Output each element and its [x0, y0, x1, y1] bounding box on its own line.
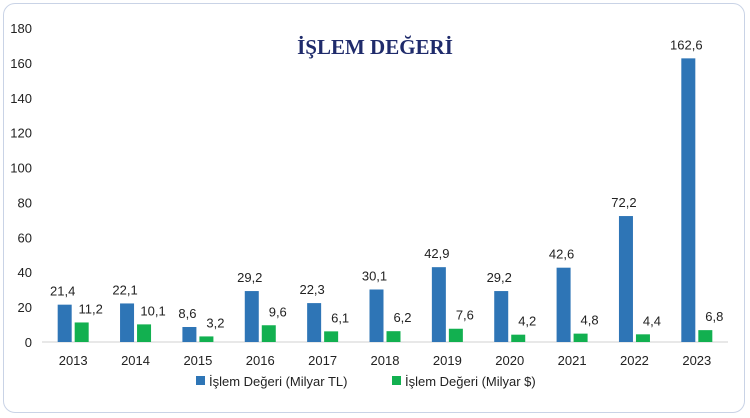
bar-tl [556, 267, 571, 342]
data-label-tl: 42,6 [549, 247, 574, 262]
y-tick-label: 80 [18, 195, 32, 210]
x-tick-label: 2014 [121, 353, 150, 368]
bar-tl [182, 326, 197, 342]
bar-tl [431, 267, 446, 342]
data-label-tl: 29,2 [487, 270, 512, 285]
legend-swatch-tl [196, 376, 205, 385]
bar-usd [261, 325, 276, 342]
bar-tl [57, 304, 72, 342]
bar-usd [635, 334, 650, 342]
bar-usd [199, 336, 214, 342]
chart-frame [3, 3, 745, 413]
x-tick-label: 2016 [246, 353, 275, 368]
bar-usd [448, 328, 463, 342]
data-label-tl: 72,2 [611, 195, 636, 210]
x-tick-label: 2021 [558, 353, 587, 368]
bar-tl [244, 291, 259, 342]
data-label-usd: 4,8 [581, 313, 599, 328]
bar-usd [573, 333, 588, 342]
y-tick-label: 140 [10, 91, 32, 106]
bar-usd [511, 334, 526, 342]
x-tick-label: 2020 [495, 353, 524, 368]
data-label-usd: 9,6 [269, 304, 287, 319]
x-tick-label: 2023 [682, 353, 711, 368]
x-tick-label: 2013 [59, 353, 88, 368]
x-tick-label: 2017 [308, 353, 337, 368]
legend-label-tl: İşlem Değeri (Milyar TL) [209, 374, 347, 389]
x-tick-label: 2019 [433, 353, 462, 368]
data-label-usd: 10,1 [140, 303, 165, 318]
y-tick-label: 20 [18, 300, 32, 315]
data-label-tl: 29,2 [237, 270, 262, 285]
y-tick-label: 0 [25, 335, 32, 350]
y-tick-label: 40 [18, 265, 32, 280]
bar-usd [698, 330, 713, 342]
bar-usd [324, 331, 339, 342]
legend-swatch-usd [392, 376, 401, 385]
bar-tl [681, 58, 696, 342]
bar-tl [120, 303, 135, 342]
data-label-tl: 21,4 [50, 284, 75, 299]
data-label-tl: 162,6 [670, 37, 703, 52]
bars: 21,4 11,2 22,110,1 8,6 3,2 29,2 9,6 22,3 6,1 30,1… [50, 37, 723, 342]
x-tick-label: 2018 [371, 353, 400, 368]
bar-usd [74, 322, 89, 342]
data-label-usd: 6,2 [393, 310, 411, 325]
legend-label-usd: İşlem Değeri (Milyar $) [405, 374, 536, 389]
data-label-tl: 8,6 [178, 306, 196, 321]
bar-usd [137, 324, 152, 342]
y-axis: 0 20 40 60 80 100 120 140 160 180 [10, 21, 32, 350]
data-label-usd: 11,2 [79, 301, 103, 316]
bar-tl [307, 303, 322, 342]
data-label-usd: 4,4 [643, 313, 661, 328]
bar-tl [494, 291, 509, 342]
data-label-tl: 30,1 [362, 268, 387, 283]
y-tick-label: 60 [18, 230, 32, 245]
data-label-usd: 7,6 [456, 308, 474, 323]
x-tick-label: 2022 [620, 353, 649, 368]
data-label-usd: 6,1 [331, 310, 349, 325]
y-tick-label: 180 [10, 21, 32, 36]
data-label-tl: 22,1 [112, 282, 137, 297]
data-label-tl: 42,9 [424, 246, 449, 261]
x-tick-label: 2015 [183, 353, 212, 368]
data-label-usd: 3,2 [206, 315, 224, 330]
chart-title: İŞLEM DEĞERİ [297, 35, 453, 59]
bar-tl [369, 289, 384, 342]
y-tick-label: 120 [10, 126, 32, 141]
legend: İşlem Değeri (Milyar TL) İşlem Değeri (Mi… [196, 374, 536, 389]
y-tick-label: 100 [10, 161, 32, 176]
data-label-tl: 22,3 [299, 282, 324, 297]
bar-usd [386, 331, 401, 342]
data-label-usd: 6,8 [705, 309, 723, 324]
bar-tl [618, 216, 633, 342]
y-tick-label: 160 [10, 56, 32, 71]
data-label-usd: 4,2 [518, 314, 536, 329]
x-axis: 2013 2014 2015 2016 2017 2018 2019 2020 2021 2022… [59, 353, 712, 368]
